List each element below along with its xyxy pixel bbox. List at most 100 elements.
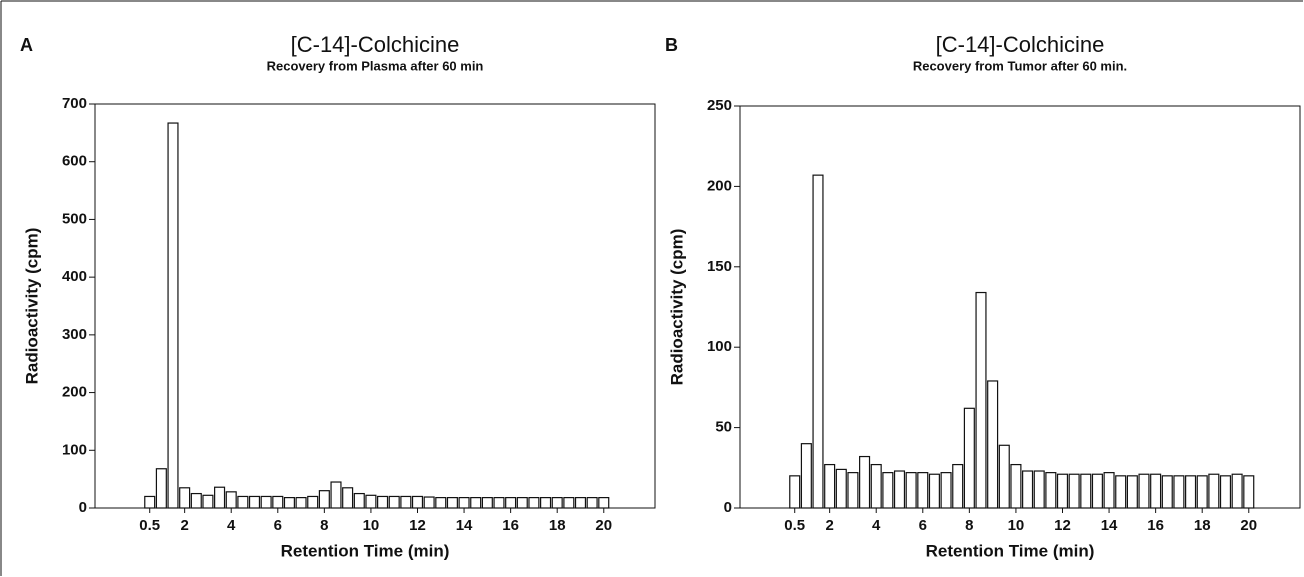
bar xyxy=(940,472,952,509)
y-tick-label: 100 xyxy=(62,441,87,458)
y-tick-label: 250 xyxy=(707,97,732,114)
bar xyxy=(330,481,342,509)
x-tick-label: 12 xyxy=(1054,517,1071,534)
y-tick-label: 400 xyxy=(62,268,87,285)
bar xyxy=(377,495,389,509)
bar xyxy=(563,497,575,509)
bar xyxy=(1208,473,1220,509)
bar xyxy=(1126,475,1138,509)
x-tick-label: 12 xyxy=(409,517,426,534)
x-tick-label: 6 xyxy=(274,517,282,534)
panel-label: B xyxy=(665,35,678,55)
bar xyxy=(917,472,929,509)
y-tick-label: 0 xyxy=(724,499,732,516)
bar xyxy=(586,497,598,509)
x-tick-label: 10 xyxy=(1008,517,1025,534)
x-tick-label: 10 xyxy=(363,517,380,534)
bar xyxy=(411,495,424,509)
bar xyxy=(551,497,563,509)
y-axis-label: Radioactivity (cpm) xyxy=(22,228,41,385)
bar xyxy=(812,174,824,509)
bar xyxy=(1243,475,1255,509)
x-tick-label: 8 xyxy=(320,517,328,534)
x-tick-label: 8 xyxy=(965,517,973,534)
x-tick-label: 4 xyxy=(227,517,236,534)
bar xyxy=(1196,475,1208,509)
bar xyxy=(952,463,964,509)
bar xyxy=(342,487,354,509)
x-tick-label: 2 xyxy=(825,517,833,534)
bar xyxy=(365,494,377,509)
x-tick-label: 16 xyxy=(502,517,519,534)
bar xyxy=(470,497,482,509)
x-tick-label: 14 xyxy=(1101,517,1118,534)
bar xyxy=(1173,475,1185,509)
bar xyxy=(1115,475,1127,509)
chart-subtitle: Recovery from Plasma after 60 min xyxy=(267,58,484,73)
bar xyxy=(225,491,237,509)
bar xyxy=(870,463,882,509)
bar xyxy=(179,487,191,509)
bar xyxy=(388,495,400,509)
bar xyxy=(540,497,552,509)
y-tick-label: 200 xyxy=(62,384,87,401)
bar xyxy=(446,497,458,509)
bar xyxy=(214,486,226,509)
bar xyxy=(1150,473,1162,509)
bar xyxy=(800,443,812,509)
bar xyxy=(505,497,517,509)
bar xyxy=(975,291,987,509)
bar xyxy=(295,497,307,509)
bar xyxy=(1185,475,1197,509)
x-axis-label: Retention Time (min) xyxy=(926,541,1095,560)
bar xyxy=(272,495,284,509)
bar xyxy=(190,492,202,509)
bar xyxy=(893,470,906,509)
y-tick-label: 50 xyxy=(715,419,732,436)
bar xyxy=(458,497,470,509)
x-tick-label: 14 xyxy=(456,517,473,534)
bar xyxy=(1103,472,1115,509)
bar xyxy=(237,495,249,509)
bar xyxy=(1056,473,1069,509)
bar xyxy=(859,455,871,509)
bar xyxy=(260,495,272,509)
bar xyxy=(998,444,1010,509)
bar xyxy=(928,473,940,509)
bar xyxy=(155,468,167,509)
bar xyxy=(202,494,214,509)
bar xyxy=(1068,473,1080,509)
bar xyxy=(1161,475,1173,509)
bar xyxy=(481,497,493,509)
bar xyxy=(1033,470,1045,509)
y-tick-label: 700 xyxy=(62,95,87,112)
bar xyxy=(144,495,156,509)
bar xyxy=(248,495,261,509)
bar xyxy=(516,497,528,509)
y-tick-label: 100 xyxy=(707,338,732,355)
bar xyxy=(1219,475,1232,509)
bar xyxy=(824,463,836,509)
bar xyxy=(353,492,365,509)
bar xyxy=(1022,470,1034,509)
bar xyxy=(1045,472,1057,509)
bar xyxy=(167,122,179,509)
bar xyxy=(1138,473,1150,509)
x-tick-label: 0.5 xyxy=(784,517,805,534)
bar xyxy=(905,472,917,509)
plot-frame xyxy=(94,103,656,509)
bar xyxy=(882,472,894,509)
panel-label: A xyxy=(20,35,33,55)
bar xyxy=(835,468,847,509)
bar xyxy=(1231,473,1243,509)
chart-subtitle: Recovery from Tumor after 60 min. xyxy=(913,58,1127,73)
bar xyxy=(528,497,540,509)
bar xyxy=(400,495,412,509)
x-tick-label: 2 xyxy=(180,517,188,534)
bar xyxy=(1010,463,1022,509)
bar xyxy=(1091,473,1103,509)
bar xyxy=(493,497,505,509)
x-tick-label: 18 xyxy=(549,517,566,534)
y-tick-label: 300 xyxy=(62,326,87,343)
